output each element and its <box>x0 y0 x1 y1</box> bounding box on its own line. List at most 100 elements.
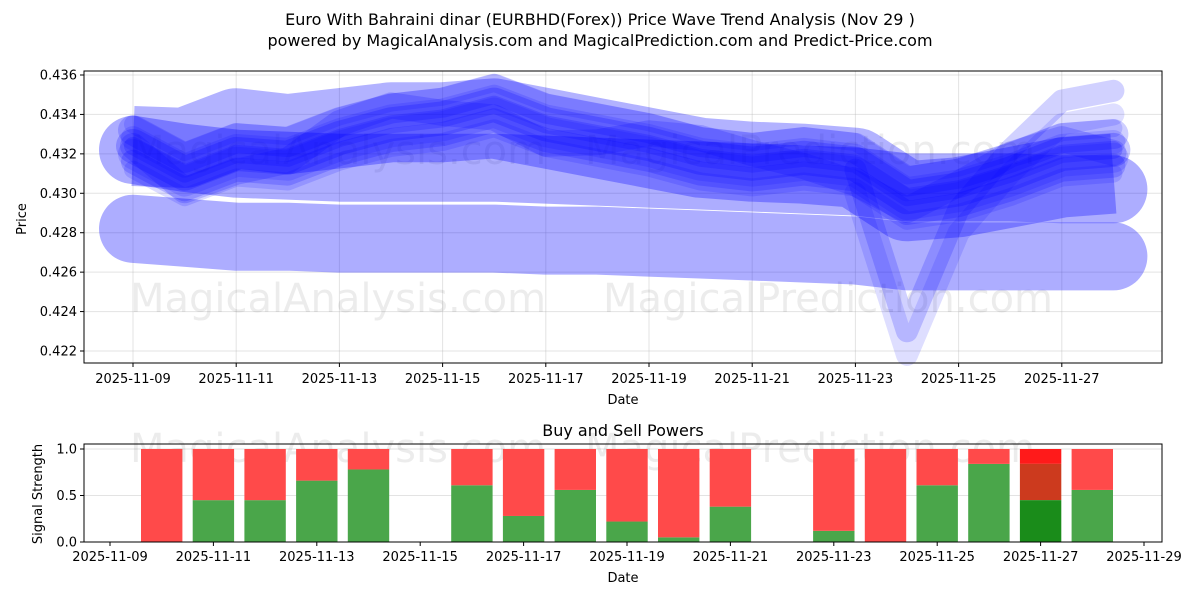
price-x-tick-label: 2025-11-15 <box>405 372 481 387</box>
sell-bar <box>916 449 958 486</box>
signal-bar-2025-11-23 <box>813 449 855 542</box>
price-plot-frame <box>83 70 1163 364</box>
sell-bar <box>502 449 545 516</box>
wave-band <box>124 95 1123 207</box>
buy-bar-strong <box>1019 500 1062 542</box>
buy-bar <box>658 537 700 542</box>
price-wave-bands <box>99 73 1148 366</box>
price-y-tick-label: 0.430 <box>40 187 77 202</box>
chart-subtitle: powered by MagicalAnalysis.com and Magic… <box>267 31 933 50</box>
sell-bar <box>1071 449 1113 490</box>
signal-y-tick-label: 0.5 <box>56 489 77 504</box>
watermark-layer: MagicalAnalysis.com MagicalPrediction.co… <box>130 128 1053 322</box>
price-y-tick-label: 0.432 <box>40 147 77 162</box>
wave-band <box>120 92 1127 223</box>
signal-x-tick-label: 2025-11-25 <box>899 550 975 565</box>
signal-bar-2025-11-28 <box>1071 449 1113 542</box>
wave-band <box>124 73 1123 185</box>
sell-bar <box>813 449 855 531</box>
sell-bar <box>141 449 183 542</box>
wave-band <box>131 78 1117 242</box>
signal-bar-2025-11-17 <box>502 449 545 542</box>
signal-y-axis: 0.0 0.5 1.0 <box>56 443 84 551</box>
signal-x-axis: 2025-11-09 2025-11-11 2025-11-13 2025-11-15… <box>72 542 1182 565</box>
wave-band <box>118 73 1129 197</box>
wave-band <box>121 84 1126 202</box>
sell-bar <box>658 449 700 538</box>
price-x-tick-label: 2025-11-13 <box>302 372 378 387</box>
signal-x-label: Date <box>607 571 638 586</box>
price-x-tick-label: 2025-11-27 <box>1024 372 1100 387</box>
buy-bar <box>709 506 752 542</box>
buy-bar <box>244 500 286 542</box>
signal-bar-2025-11-18 <box>554 449 596 542</box>
buy-bar <box>606 521 648 542</box>
buy-bar <box>916 485 958 542</box>
sell-bar <box>347 449 390 470</box>
sell-bar <box>554 449 596 490</box>
wave-band <box>124 119 1123 230</box>
wave-band <box>844 79 1125 343</box>
buy-bar <box>296 480 338 542</box>
signal-bar-2025-11-25 <box>916 449 958 542</box>
price-y-axis: 0.422 0.424 0.426 0.428 0.430 0.432 0.434 0.436 <box>40 69 84 360</box>
watermark-analysis-bottom: MagicalAnalysis.com <box>130 276 546 322</box>
price-y-label: Price <box>15 203 30 235</box>
sell-bar <box>968 449 1010 464</box>
signal-chart-title: Buy and Sell Powers <box>542 421 704 440</box>
sell-bar-mixed <box>1019 463 1062 501</box>
signal-x-tick-label: 2025-11-23 <box>796 550 872 565</box>
signal-bar-2025-11-11 <box>192 449 235 542</box>
wave-band <box>99 194 1148 291</box>
signal-x-tick-label: 2025-11-17 <box>486 550 562 565</box>
watermark-prediction-signal: MagicalPrediction.com <box>585 426 1035 472</box>
signal-bar-2025-11-19 <box>606 449 648 542</box>
buy-bar <box>502 515 545 542</box>
watermark-prediction-top: MagicalPrediction.com <box>585 128 1035 174</box>
sell-bar <box>451 449 493 486</box>
wave-band <box>844 103 1125 366</box>
buy-bar <box>554 489 596 542</box>
price-y-tick-label: 0.424 <box>40 305 77 320</box>
watermark-prediction-bottom: MagicalPrediction.com <box>603 276 1053 322</box>
signal-x-tick-label: 2025-11-27 <box>1003 550 1079 565</box>
sell-bar <box>296 449 338 481</box>
price-y-tick-label: 0.436 <box>40 69 77 84</box>
signal-bar-2025-11-26 <box>968 449 1010 542</box>
wave-band <box>99 115 1148 224</box>
price-x-label: Date <box>607 393 638 408</box>
buy-bar <box>1071 489 1113 542</box>
signal-y-label: Signal Strength <box>31 444 46 544</box>
signal-x-tick-label: 2025-11-29 <box>1106 550 1182 565</box>
wave-band <box>121 108 1126 225</box>
signal-x-tick-label: 2025-11-19 <box>589 550 665 565</box>
buy-bar <box>813 530 855 542</box>
signal-bar-2025-11-10 <box>141 449 183 542</box>
signal-bar-2025-11-24 <box>864 449 907 542</box>
buy-bar <box>451 485 493 542</box>
price-x-tick-label: 2025-11-21 <box>714 372 790 387</box>
signal-x-tick-label: 2025-11-13 <box>279 550 355 565</box>
price-x-tick-label: 2025-11-09 <box>95 372 171 387</box>
price-x-tick-label: 2025-11-23 <box>818 372 894 387</box>
signal-bar-2025-11-12 <box>244 449 286 542</box>
signal-x-tick-label: 2025-11-21 <box>693 550 769 565</box>
signal-bar-2025-11-27 <box>1019 449 1062 542</box>
signal-bar-2025-11-21 <box>709 449 752 542</box>
signal-bar-2025-11-13 <box>296 449 338 542</box>
signal-bar-2025-11-16 <box>451 449 493 542</box>
buy-bar <box>968 463 1010 542</box>
sell-bar <box>864 449 907 542</box>
price-y-tick-label: 0.422 <box>40 345 77 360</box>
signal-x-tick-label: 2025-11-09 <box>72 550 148 565</box>
wave-band <box>118 97 1129 221</box>
price-x-tick-label: 2025-11-11 <box>198 372 274 387</box>
price-x-tick-label: 2025-11-19 <box>611 372 687 387</box>
price-y-tick-label: 0.428 <box>40 226 77 241</box>
signal-y-tick-label: 1.0 <box>56 443 77 458</box>
sell-bar <box>192 449 235 501</box>
buy-bar <box>347 469 390 542</box>
sell-bar-strong <box>1019 449 1062 464</box>
signal-bars <box>141 449 1113 542</box>
